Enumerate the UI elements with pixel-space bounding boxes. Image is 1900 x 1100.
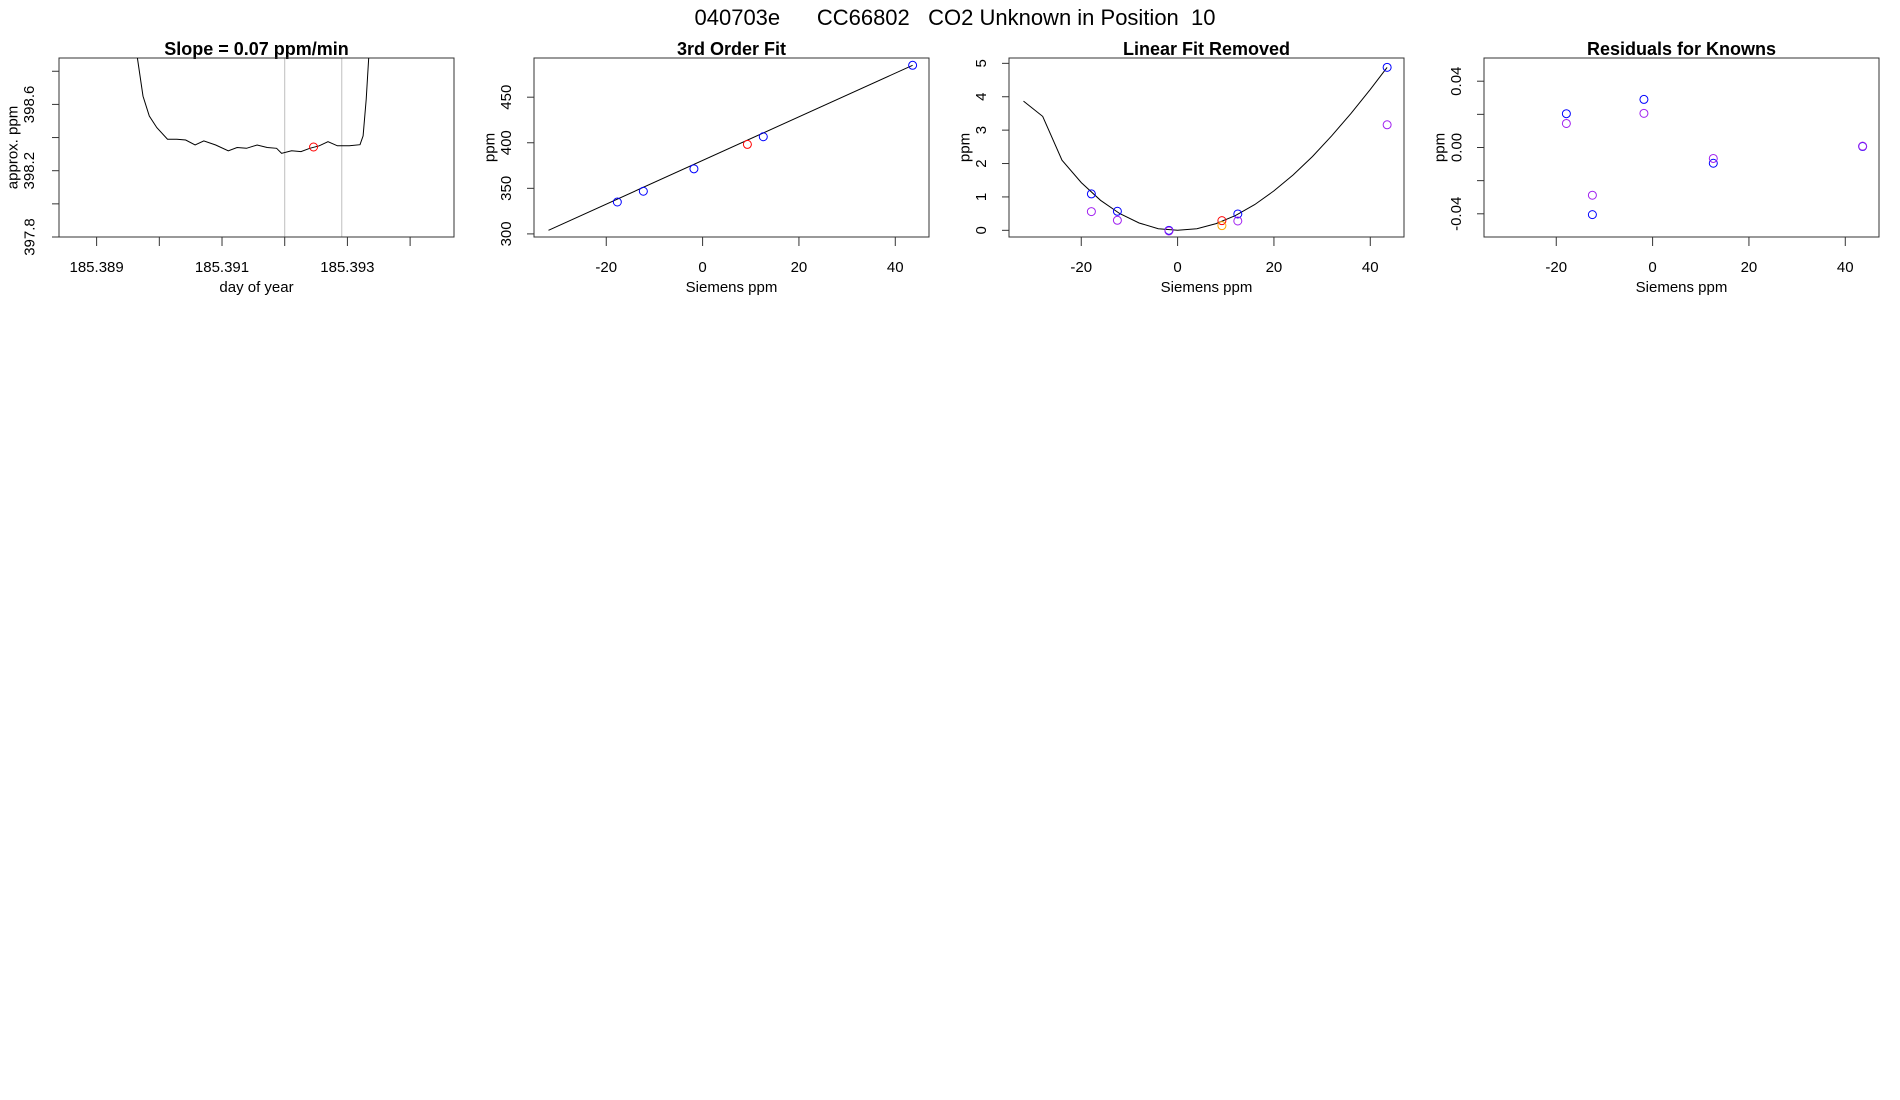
- data-point-purple: [1587, 190, 1597, 200]
- x-tick-label: 40: [1837, 259, 1854, 276]
- plot-area: [1023, 62, 1392, 236]
- data-point-purple: [1639, 108, 1649, 118]
- x-axis-label: Siemens ppm: [1161, 279, 1253, 296]
- data-point-purple: [1086, 207, 1096, 217]
- x-tick-label: 185.393: [320, 259, 374, 276]
- x-tick-label: 20: [1741, 259, 1758, 276]
- y-tick-label: 5: [973, 59, 990, 67]
- data-point-purple: [1164, 226, 1174, 236]
- y-tick-label: 400: [498, 130, 515, 155]
- data-point-purple: [1708, 153, 1718, 163]
- x-tick-label: 40: [1362, 259, 1379, 276]
- plot-area: [1561, 94, 1868, 220]
- figure-title: 040703e CC66802 CO2 Unknown in Position …: [695, 5, 1216, 30]
- data-point-blue: [1561, 109, 1571, 119]
- panel-title: Slope = 0.07 ppm/min: [164, 39, 349, 59]
- panel-3: Linear Fit Removed -20 0 20 40 Siemens ppm 0 1 2…: [956, 39, 1405, 296]
- panel-2: 3rd Order Fit -20 0 20 40 Siemens ppm 300 350 40…: [481, 39, 930, 296]
- y-tick-label: 398.2: [21, 152, 38, 190]
- data-point-blue: [689, 164, 699, 174]
- x-tick-label: 0: [698, 259, 706, 276]
- x-tick-label: 0: [1173, 259, 1181, 276]
- data-point-blue: [1639, 94, 1649, 104]
- data-point-red: [742, 139, 752, 149]
- y-tick-label: 350: [498, 176, 515, 201]
- data-point-blue: [638, 186, 648, 196]
- y-axis-label: approx. ppm: [4, 106, 21, 189]
- y-tick-label: 397.8: [21, 218, 38, 256]
- panel-4: Residuals for Knowns -20 0 20 40 Siemens ppm -…: [1431, 39, 1880, 296]
- panel-title: Residuals for Knowns: [1587, 39, 1776, 59]
- y-tick-label: 300: [498, 221, 515, 246]
- y-tick-label: -0.04: [1448, 197, 1465, 231]
- data-point-blue: [1587, 210, 1597, 220]
- plot-area: [548, 60, 918, 231]
- data-point-purple: [1858, 141, 1868, 151]
- data-point-purple: [1382, 120, 1392, 130]
- data-point-blue: [1233, 209, 1243, 219]
- data-point-blue: [612, 197, 622, 207]
- plot-frame: [58, 57, 455, 238]
- x-tick-label: 185.391: [195, 259, 249, 276]
- y-axis-label: ppm: [956, 133, 973, 162]
- data-point-blue: [908, 60, 918, 70]
- series-line: [548, 64, 913, 231]
- series-line: [136, 58, 370, 154]
- data-point-blue: [1112, 206, 1122, 216]
- data-point-blue: [1708, 158, 1718, 168]
- x-axis-label: Siemens ppm: [1636, 279, 1728, 296]
- data-point-blue: [758, 132, 768, 142]
- y-tick-label: 0.04: [1448, 67, 1465, 96]
- plot-frame: [1008, 57, 1405, 238]
- data-point-red: [1217, 216, 1227, 226]
- x-tick-label: 20: [791, 259, 808, 276]
- x-tick-label: 40: [887, 259, 904, 276]
- data-point-blue: [1086, 189, 1096, 199]
- data-point-blue: [1382, 62, 1392, 72]
- x-tick-label: 0: [1648, 259, 1656, 276]
- plot-area: [136, 58, 370, 154]
- data-point-purple: [1233, 216, 1243, 226]
- y-tick-label: 0.00: [1448, 133, 1465, 162]
- x-axis-label: day of year: [219, 279, 293, 296]
- x-tick-label: -20: [1545, 259, 1567, 276]
- plot-frame: [533, 57, 930, 238]
- panel-title: Linear Fit Removed: [1123, 39, 1290, 59]
- x-tick-label: -20: [595, 259, 617, 276]
- x-tick-label: -20: [1070, 259, 1092, 276]
- data-point-purple: [1112, 215, 1122, 225]
- data-point-orange: [1217, 221, 1227, 231]
- panel-title: 3rd Order Fit: [677, 39, 786, 59]
- y-tick-label: 3: [973, 126, 990, 134]
- y-tick-label: 2: [973, 159, 990, 167]
- data-point-purple: [1561, 118, 1571, 128]
- x-tick-label: 20: [1266, 259, 1283, 276]
- y-axis-label: ppm: [481, 133, 498, 162]
- x-axis-label: Siemens ppm: [686, 279, 778, 296]
- data-point-red: [309, 142, 319, 152]
- y-tick-label: 398.6: [21, 86, 38, 124]
- panel-1: Slope = 0.07 ppm/min 185.389 185.391 185.39…: [4, 39, 455, 296]
- y-tick-label: 1: [973, 193, 990, 201]
- y-tick-label: 0: [973, 226, 990, 234]
- x-tick-label: 185.389: [70, 259, 124, 276]
- series-line: [1023, 67, 1388, 231]
- y-axis-label: ppm: [1431, 133, 1448, 162]
- y-tick-label: 450: [498, 85, 515, 110]
- y-tick-label: 4: [973, 93, 990, 101]
